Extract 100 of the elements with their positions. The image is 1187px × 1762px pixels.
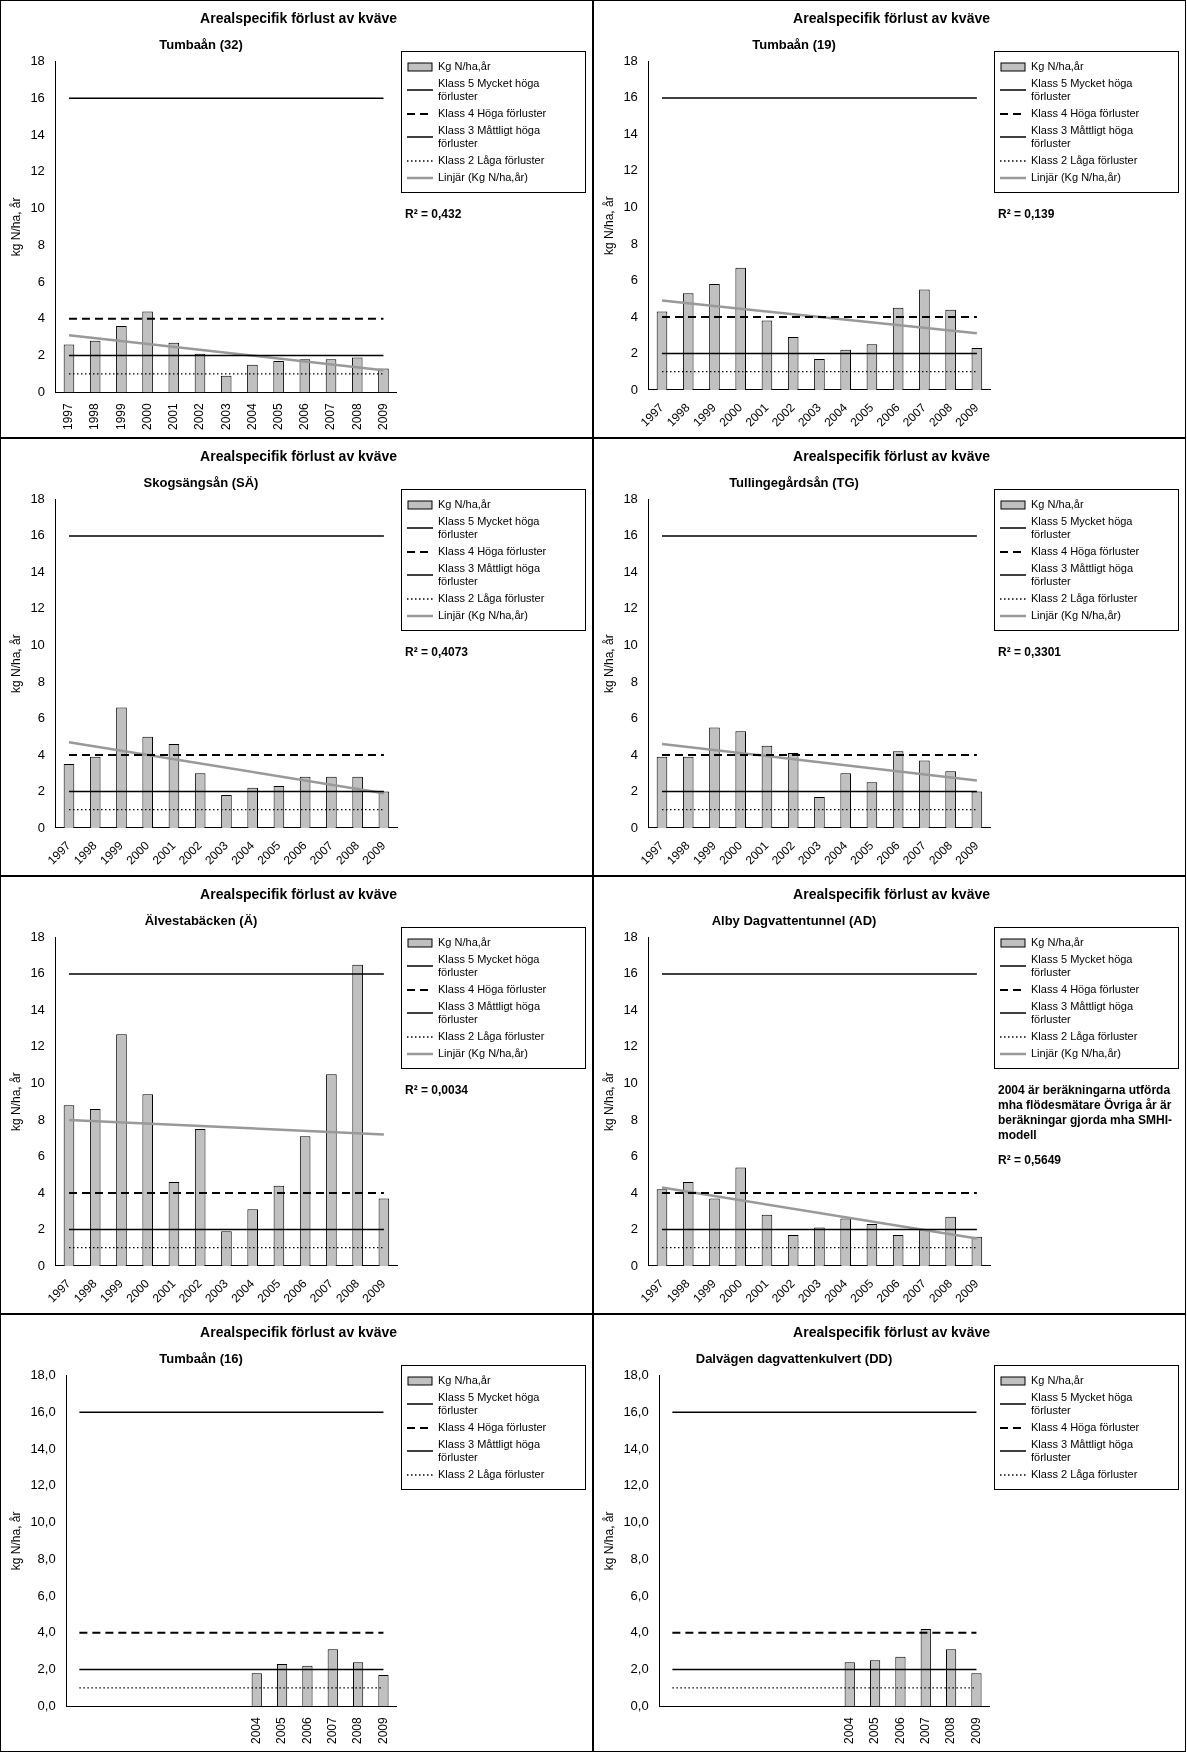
x-tick-label: 2004 xyxy=(249,1716,264,1745)
y-tick-label: 4 xyxy=(37,310,45,326)
x-tick-label: 1998 xyxy=(87,402,102,431)
x-tick-label: 2004 xyxy=(244,402,259,431)
y-tick-label: 6 xyxy=(630,1148,638,1164)
legend-label: Linjär (Kg N/ha,år) xyxy=(1031,1047,1121,1060)
chart-subtitle: Tumbaån (32) xyxy=(159,37,243,53)
y-tick-label: 18,0 xyxy=(623,1366,649,1382)
legend-label: Klass 4 Höga förluster xyxy=(1031,983,1140,996)
chart-subtitle: Tumbaån (16) xyxy=(159,1351,243,1367)
y-tick-label: 0 xyxy=(630,381,638,397)
chart-title: Arealspecifik förlust av kväve xyxy=(793,1324,991,1341)
chart-subtitle: Dalvägen dagvattenkulvert (DD) xyxy=(695,1351,893,1367)
chart-subtitle: Älvestabäcken (Ä) xyxy=(144,913,258,929)
legend-label: Klass 4 Höga förluster xyxy=(1031,107,1140,120)
y-tick-label: 18 xyxy=(623,928,638,944)
y-tick-label: 16,0 xyxy=(623,1403,649,1419)
legend-label: Kg N/ha,år xyxy=(1031,1374,1084,1387)
x-tick-label: 2008 xyxy=(349,402,364,431)
legend-label: Klass 4 Höga förluster xyxy=(1031,1421,1140,1434)
x-tick-label: 2006 xyxy=(892,1716,907,1745)
y-tick-label: 8 xyxy=(630,1111,638,1127)
y-tick-label: 18 xyxy=(30,52,45,68)
y-tick-label: 8 xyxy=(37,236,45,252)
y-tick-label: 8,0 xyxy=(37,1550,56,1566)
y-axis-title: kg N/ha, år xyxy=(8,1511,23,1571)
legend-label: Klass 3 Måttligt höga förluster xyxy=(438,1438,542,1464)
chart-title: Arealspecifik förlust av kväve xyxy=(200,886,398,903)
y-tick-label: 12 xyxy=(623,162,638,178)
y-tick-label: 2 xyxy=(630,1221,638,1237)
text: R² = 0,4073 xyxy=(405,645,470,660)
y-tick-label: 18,0 xyxy=(30,1366,56,1382)
chart-title: Arealspecifik förlust av kväve xyxy=(793,10,991,27)
legend-label: Klass 4 Höga förluster xyxy=(438,983,547,996)
legend-label: Klass 3 Måttligt höga förluster xyxy=(1031,1438,1135,1464)
y-tick-label: 2,0 xyxy=(37,1661,56,1677)
y-axis-title: kg N/ha, år xyxy=(8,1072,23,1132)
y-tick-label: 10 xyxy=(623,199,638,214)
y-tick-label: 4 xyxy=(630,308,638,324)
x-tick-label: 2008 xyxy=(943,1716,958,1745)
legend-label: Klass 5 Mycket höga förluster xyxy=(438,1391,541,1417)
text: R² = 0,0034 xyxy=(405,1083,470,1098)
chart-title: Arealspecifik förlust av kväve xyxy=(200,1324,398,1341)
x-tick-label: 2009 xyxy=(375,1716,390,1745)
chart-subtitle: Skogsängsån (SÄ) xyxy=(143,475,259,491)
x-tick-label: 2007 xyxy=(325,1716,340,1745)
chart-title: Arealspecifik förlust av kväve xyxy=(200,10,398,27)
y-tick-label: 14 xyxy=(623,1001,638,1017)
y-tick-label: 16 xyxy=(623,527,638,543)
legend-label: Klass 5 Mycket höga förluster xyxy=(1031,953,1134,979)
x-tick-label: 2006 xyxy=(299,1716,314,1745)
x-tick-label: 2003 xyxy=(218,402,233,431)
chart-title: Arealspecifik förlust av kväve xyxy=(793,886,991,903)
y-tick-label: 0 xyxy=(37,819,45,835)
y-tick-label: 18 xyxy=(30,490,45,506)
y-tick-label: 6 xyxy=(37,1148,45,1164)
legend-label: Kg N/ha,år xyxy=(1031,498,1084,511)
y-tick-label: 0 xyxy=(37,383,45,399)
legend-label: Linjär (Kg N/ha,år) xyxy=(1031,171,1121,184)
chart-subtitle: Tullingegårdsån (TG) xyxy=(729,475,859,491)
y-tick-label: 14 xyxy=(623,563,638,579)
y-tick-label: 0 xyxy=(630,819,638,835)
legend-label: Klass 2 Låga förluster xyxy=(1031,154,1138,167)
legend-label: Klass 2 Låga förluster xyxy=(438,592,545,605)
y-tick-label: 10,0 xyxy=(30,1514,56,1530)
legend-label: Kg N/ha,år xyxy=(1031,60,1084,73)
y-tick-label: 8 xyxy=(630,673,638,689)
y-tick-label: 8 xyxy=(630,235,638,251)
chart-subtitle: Alby Dagvattentunnel (AD) xyxy=(711,913,877,929)
y-tick-label: 4 xyxy=(630,746,638,762)
y-tick-label: 16 xyxy=(30,527,45,543)
legend-label: Linjär (Kg N/ha,år) xyxy=(438,171,528,184)
text: R² = 0,139 xyxy=(998,207,1056,222)
legend-label: Klass 4 Höga förluster xyxy=(1031,545,1140,558)
x-tick-label: 2006 xyxy=(297,402,312,431)
y-tick-label: 12 xyxy=(623,1038,638,1054)
chart-subtitle: Tumbaån (19) xyxy=(752,37,836,53)
x-tick-label: 2009 xyxy=(375,402,390,431)
y-tick-label: 2,0 xyxy=(630,1661,649,1677)
y-tick-label: 4 xyxy=(37,746,45,762)
x-tick-label: 2002 xyxy=(192,402,207,431)
y-tick-label: 8 xyxy=(37,1111,45,1127)
y-tick-label: 6,0 xyxy=(37,1587,56,1603)
x-tick-label: 2008 xyxy=(350,1716,365,1745)
legend-label: Kg N/ha,år xyxy=(438,936,491,949)
y-axis-title: kg N/ha, år xyxy=(601,196,616,256)
legend-label: Klass 3 Måttligt höga förluster xyxy=(438,124,542,150)
y-tick-label: 14,0 xyxy=(30,1440,56,1456)
legend-label: Klass 5 Mycket höga förluster xyxy=(438,515,541,541)
y-tick-label: 18 xyxy=(30,928,45,944)
x-tick-label: 2005 xyxy=(274,1716,289,1745)
y-tick-label: 16 xyxy=(30,89,45,105)
y-tick-label: 10,0 xyxy=(623,1514,649,1530)
legend-label: Klass 3 Måttligt höga förluster xyxy=(1031,562,1135,588)
legend-label: Klass 5 Mycket höga förluster xyxy=(438,953,541,979)
y-tick-label: 0,0 xyxy=(630,1697,649,1713)
y-tick-label: 2 xyxy=(630,345,638,361)
legend-label: Klass 5 Mycket höga förluster xyxy=(1031,515,1134,541)
y-tick-label: 6 xyxy=(37,273,45,289)
y-tick-label: 14 xyxy=(30,563,45,579)
